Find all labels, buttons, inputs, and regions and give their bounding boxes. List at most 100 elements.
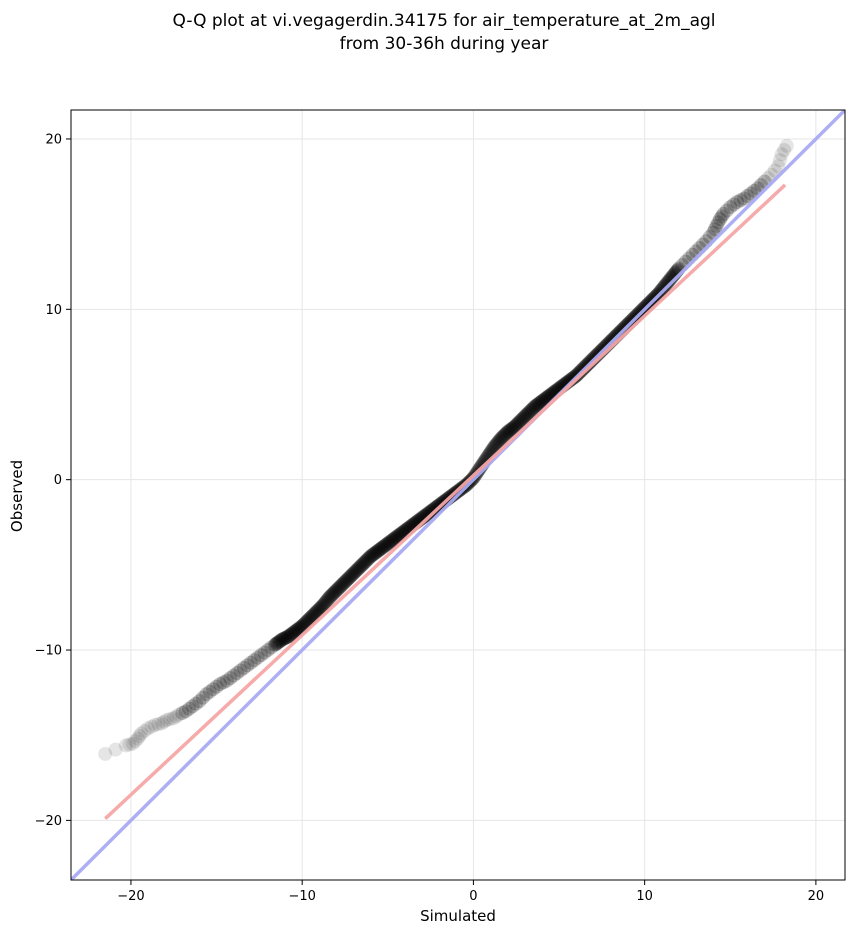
quantile-point xyxy=(192,694,207,709)
quantile-point xyxy=(421,506,436,521)
quantile-point xyxy=(289,623,304,638)
quantile-point xyxy=(510,416,525,431)
quantile-point xyxy=(733,193,748,208)
quantile-point xyxy=(144,719,159,734)
quantile-point xyxy=(341,571,356,586)
quantile-point xyxy=(353,559,368,574)
quantile-point xyxy=(657,279,672,294)
quantile-point xyxy=(306,607,321,622)
quantile-point xyxy=(348,564,363,579)
quantile-point xyxy=(501,424,516,439)
quantile-point xyxy=(716,206,731,221)
quantile-point xyxy=(740,189,755,204)
quantile-point xyxy=(270,635,285,650)
quantile-point xyxy=(275,632,290,647)
quantile-point xyxy=(273,633,288,648)
quantile-point xyxy=(719,203,734,218)
quantile-point xyxy=(496,428,511,443)
quantile-point xyxy=(498,426,513,441)
quantile-point xyxy=(309,604,324,619)
quantile-point xyxy=(317,596,332,611)
quantile-point xyxy=(202,684,217,699)
x-tick-label: −10 xyxy=(288,889,315,904)
quantile-point xyxy=(318,595,333,610)
quantile-point xyxy=(271,634,286,649)
quantile-point xyxy=(293,620,308,635)
quantile-point xyxy=(707,222,722,237)
quantile-point xyxy=(520,407,535,422)
quantile-point xyxy=(118,738,133,753)
quantile-point xyxy=(774,147,789,162)
quantile-point xyxy=(254,648,269,663)
x-tick-label: 0 xyxy=(469,889,477,904)
x-tick-label: −20 xyxy=(117,889,144,904)
quantile-point xyxy=(370,544,385,559)
quantile-point xyxy=(284,627,299,642)
quantile-point xyxy=(283,627,298,642)
quantile-point xyxy=(250,650,265,665)
quantile-point xyxy=(322,590,337,605)
quantile-point xyxy=(240,658,255,673)
quantile-point xyxy=(292,621,307,636)
quantile-point xyxy=(299,615,314,630)
quantile-point xyxy=(394,526,408,541)
quantile-point xyxy=(527,400,542,415)
quantile-point xyxy=(290,622,305,637)
quantile-point xyxy=(515,412,530,427)
quantile-point xyxy=(206,682,221,697)
quantile-point xyxy=(314,599,329,614)
quantile-point xyxy=(132,729,147,744)
quantile-point xyxy=(529,398,544,413)
quantile-point xyxy=(278,630,293,645)
quantile-point xyxy=(288,624,303,639)
quantile-point xyxy=(178,704,193,719)
quantile-point xyxy=(531,396,546,411)
chart-title: Q-Q plot at vi.vegagerdin.34175 for air_… xyxy=(172,11,715,31)
quantile-point xyxy=(320,592,335,607)
quantile-point xyxy=(503,422,518,437)
quantile-point xyxy=(393,527,408,542)
identity-line xyxy=(71,110,845,880)
quantile-point xyxy=(376,539,391,554)
quantile-point xyxy=(378,538,393,553)
quantile-point xyxy=(355,557,370,572)
quantile-point xyxy=(711,215,726,230)
quantile-point xyxy=(272,634,287,649)
quantile-point xyxy=(521,406,536,421)
quantile-point xyxy=(367,546,382,561)
x-tick-label: 10 xyxy=(636,889,653,904)
quantile-point xyxy=(730,194,745,209)
y-tick-label: 0 xyxy=(54,473,62,488)
fit-line xyxy=(104,183,787,820)
quantile-point xyxy=(743,186,758,201)
quantile-point xyxy=(523,404,538,419)
quantile-point xyxy=(332,580,347,595)
quantile-point xyxy=(141,721,156,736)
quantile-point xyxy=(321,591,336,606)
quantile-point xyxy=(336,576,351,591)
quantile-point xyxy=(661,274,676,289)
quantile-point xyxy=(361,551,376,566)
quantile-point xyxy=(491,434,506,449)
quantile-point xyxy=(233,663,248,678)
quantile-point xyxy=(216,675,231,690)
quantile-point xyxy=(337,575,352,590)
quantile-point xyxy=(312,601,327,616)
quantile-point xyxy=(247,653,262,668)
quantile-point xyxy=(182,701,197,716)
quantile-point xyxy=(772,153,787,168)
quantile-point xyxy=(518,409,533,424)
quantile-point xyxy=(506,420,521,435)
quantile-point xyxy=(508,418,523,433)
quantile-point xyxy=(350,561,365,576)
quantile-point xyxy=(535,393,550,408)
quantile-point xyxy=(327,585,342,600)
quantile-point xyxy=(277,631,292,646)
quantile-point xyxy=(380,536,395,551)
quantile-point xyxy=(352,560,367,575)
quantile-point xyxy=(371,543,386,558)
quantile-point xyxy=(199,687,214,702)
quantile-point xyxy=(502,423,517,438)
quantile-point xyxy=(316,597,331,612)
quantile-point xyxy=(243,655,258,670)
